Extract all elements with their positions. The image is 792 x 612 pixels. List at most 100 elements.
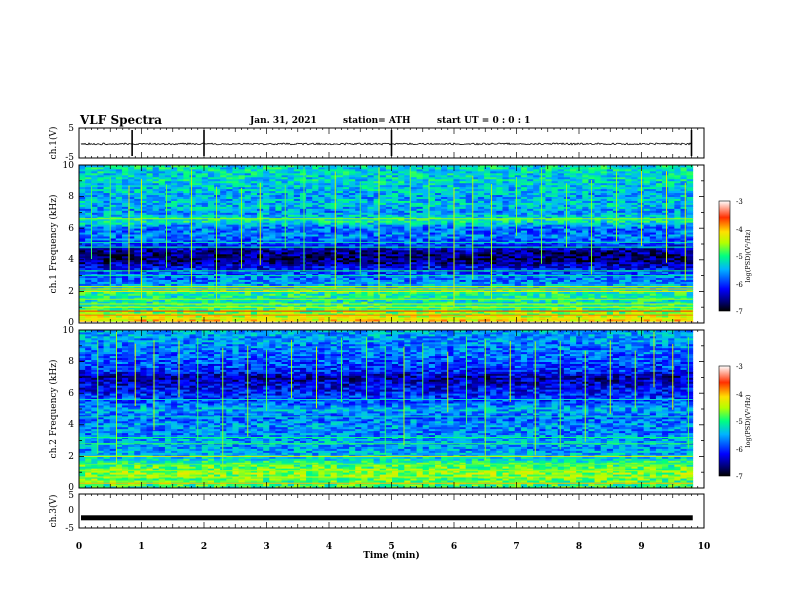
ch1-spectrogram-cell [668,291,675,294]
ch1-spectrogram-cell [342,261,350,265]
ch1-spectrogram-cell [428,267,436,271]
ch1-spectrogram-cell [416,279,424,282]
ch1-spectrogram-cell [643,309,651,312]
ch1-spectrogram-cell [207,305,215,308]
ch1-spectrogram-cell [312,263,319,267]
ch1-spectrogram-cell [484,289,491,292]
ch1-spectrogram-cell [336,283,344,286]
ch1-spectrogram-cell [177,279,184,282]
ch1-spectrogram-cell [398,289,405,292]
ch1-spectrogram-cell [612,267,620,271]
ch1-spectrogram-cell [404,283,411,286]
ch1-spectrogram-cell [152,267,160,271]
ch1-spectrogram-cell [201,273,209,277]
ch1-spectrogram-cell [496,299,503,302]
ch1-spectrogram-cell [551,313,559,316]
ch1-spectrogram-cell [631,277,638,280]
ch1-spectrogram-cell [563,299,571,302]
ch1-spectrogram-cell [385,277,393,280]
ch1-spectrogram-cell [140,265,147,269]
ch1-spectrogram-cell [496,281,503,284]
ch1-spectrogram-cell [557,307,565,310]
ch1-spectrogram-cell [330,293,338,296]
ch1-spectrogram-cell [674,315,681,318]
ch1-spectrogram-cell [238,275,246,278]
ch1-spectrogram-cell [355,295,362,298]
ch1-spectrogram-cell [293,297,301,300]
ch1-spectrogram-cell [115,309,123,312]
ch1-spectrogram-cell [207,297,215,300]
ch1-spectrogram-cell [226,315,233,318]
ch1-spectrogram-cell [287,261,295,265]
ch1-spectrogram-cell [220,297,227,300]
ch1-spectrogram-cell [214,259,221,263]
ch1-spectrogram-cell [226,267,233,271]
ch1-spectrogram-cell [355,259,362,263]
ch1-spectrogram-cell [527,273,534,277]
ch1-spectrogram-cell [453,311,460,314]
ch1-spectrogram-cell [655,315,663,318]
ch1-spectrogram-cell [201,315,209,318]
ch1-spectrogram-cell [606,291,614,294]
ch1-spectrogram-cell [220,259,227,263]
ch1-spectrogram-cell [171,311,178,314]
ch1-spectrogram-cell [355,263,362,267]
ch1-spectrogram-cell [379,277,387,280]
ch1-spectrogram-cell [459,291,467,294]
ch1-spectrogram-cell [668,299,675,302]
ch1-spectrogram-cell [238,301,246,304]
ch1-spectrogram-cell [263,265,270,269]
ch1-spectrogram-cell [600,261,608,265]
ch1-spectrogram-cell [97,263,104,267]
ch1-spectrogram-cell [477,261,485,265]
ch1-spectrogram-cell [158,261,166,265]
ch1-spectrogram-cell [686,315,694,318]
ch1-spectrogram-cell [416,293,424,296]
ch1-spectrogram-cell [594,315,602,318]
ch1-spectrogram-cell [662,261,669,265]
ch1-spectrogram-cell [637,301,645,304]
ch1-spectrogram-cell [539,261,546,265]
ch1-spectrogram-cell [134,279,141,282]
ch1-spectrogram-cell [668,297,675,300]
ch1-spectrogram-cell [563,281,571,284]
ch1-spectrogram-cell [385,313,393,316]
ch1-spectrogram-cell [551,301,559,304]
ch1-spectrogram-cell [686,293,694,296]
ch1-spectrogram-cell [379,307,387,310]
ch1-spectrogram-cell [441,271,448,275]
ch1-spectrogram-cell [514,283,522,286]
ch1-spectrogram-cell [330,261,338,265]
ch1-spectrogram-cell [214,281,221,284]
ch1-spectrogram-cell [103,273,111,277]
ch1-spectrogram-cell [367,281,374,284]
ch1-spectrogram-cell [563,283,571,286]
ch1-spectrogram-cell [570,291,577,294]
ch1-spectrogram-cell [668,315,675,318]
ch1-spectrogram-cell [91,279,98,282]
ch1-spectrogram-cell [367,263,374,267]
ch1-spectrogram-cell [686,281,694,284]
ch1-spectrogram-cell [281,295,289,298]
ch1-spectrogram-cell [158,289,166,292]
ch1-spectrogram-cell [637,271,645,275]
ch1-spectrogram-cell [299,299,307,302]
ch1-spectrogram-cell [306,261,313,265]
ch1-spectrogram-cell [306,281,313,284]
ch1-spectrogram-cell [533,277,540,280]
ch1-spectrogram-cell [416,315,424,318]
ch1-spectrogram-cell [631,283,638,286]
ch1-spectrogram-cell [625,293,632,296]
ch1-spectrogram-cell [293,267,301,271]
ch1-spectrogram-cell [637,275,645,278]
ch1-spectrogram-cell [318,299,325,302]
ch1-spectrogram-cell [164,283,172,286]
ch1-spectrogram-cell [183,281,190,284]
ch1-spectrogram-cell [508,283,516,286]
ch1-spectrogram-cell [244,277,252,280]
ch1-spectrogram-cell [594,299,602,302]
ch1-spectrogram-cell [459,259,467,263]
ch1-spectrogram-cell [576,273,583,277]
ch1-spectrogram-cell [121,315,129,318]
ch1-spectrogram-cell [398,267,405,271]
